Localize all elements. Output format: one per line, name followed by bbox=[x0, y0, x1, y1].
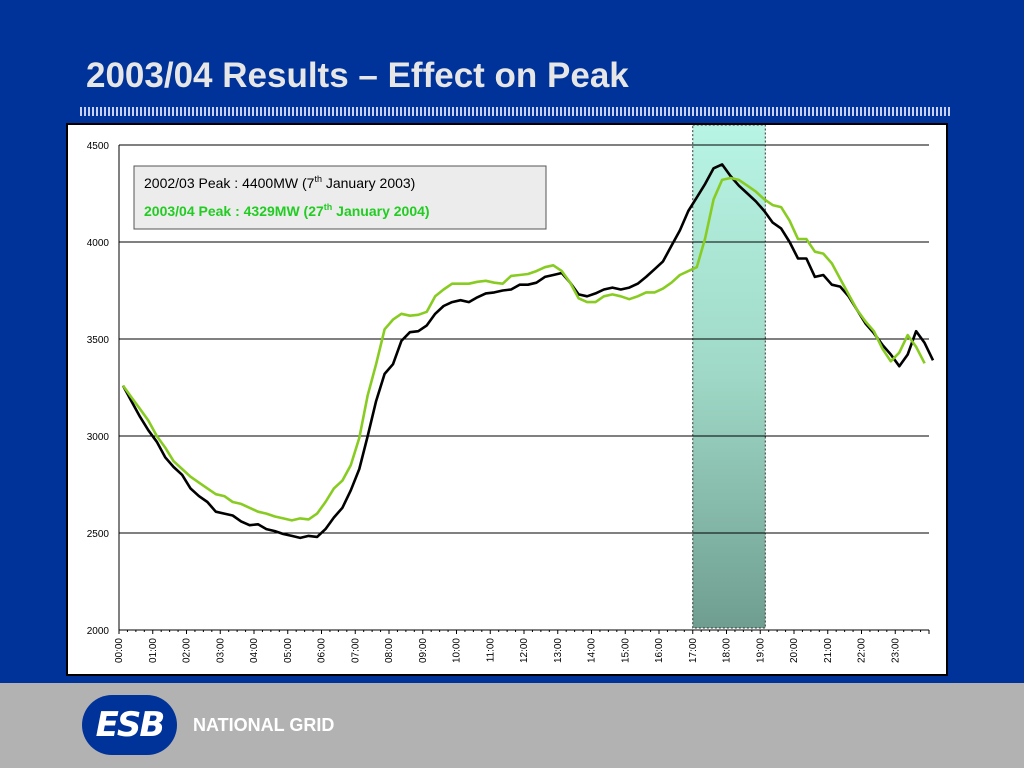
series-line-2 bbox=[121, 176, 926, 522]
x-tick-label: 16:00 bbox=[654, 638, 665, 663]
y-tick-label: 2000 bbox=[87, 626, 110, 637]
x-tick-label: 12:00 bbox=[519, 638, 530, 663]
organization-name: NATIONAL GRID bbox=[193, 715, 335, 735]
demand-chart: 2000 2500 3000 3500 4000 4500 00:00 01:00 02:00 0… bbox=[87, 125, 935, 663]
x-tick-label: 14:00 bbox=[587, 638, 598, 663]
series-line-1 bbox=[121, 163, 935, 540]
x-tick-label: 23:00 bbox=[890, 638, 901, 663]
legend-entry-2: 2003/04 Peak : 4329MW (27th January 2004… bbox=[144, 202, 430, 219]
x-tick-label: 02:00 bbox=[182, 638, 193, 663]
x-tick-label: 19:00 bbox=[755, 638, 766, 663]
x-tick-label: 01:00 bbox=[148, 638, 159, 663]
slide-title: 2003/04 Results – Effect on Peak bbox=[86, 56, 629, 95]
x-tick-label: 13:00 bbox=[553, 638, 564, 663]
y-tick-label: 3000 bbox=[87, 432, 110, 443]
x-tick-label: 08:00 bbox=[384, 638, 395, 663]
x-tick-label: 15:00 bbox=[620, 638, 631, 663]
legend-box bbox=[133, 165, 547, 230]
title-divider bbox=[80, 107, 950, 116]
x-tick-label: 10:00 bbox=[452, 638, 463, 663]
y-tick-label: 4000 bbox=[87, 238, 110, 249]
x-tick-label: 11:00 bbox=[485, 638, 496, 663]
legend-entry-1: 2002/03 Peak : 4400MW (7th January 2003) bbox=[144, 174, 415, 191]
y-tick-label: 3500 bbox=[87, 335, 110, 346]
x-tick-label: 22:00 bbox=[857, 638, 868, 663]
x-tick-label: 20:00 bbox=[789, 638, 800, 663]
x-tick-label: 06:00 bbox=[317, 638, 328, 663]
y-tick-label: 2500 bbox=[87, 529, 110, 540]
x-tick-label: 09:00 bbox=[418, 638, 429, 663]
x-tick-label: 18:00 bbox=[722, 638, 733, 663]
esb-logo: ESB bbox=[82, 695, 177, 755]
footer-bar: ESB NATIONAL GRID bbox=[0, 683, 1024, 768]
legend: 2002/03 Peak : 4400MW (7th January 2003)… bbox=[133, 165, 547, 230]
x-tick-label: 07:00 bbox=[350, 638, 361, 663]
chart-panel: 2000 2500 3000 3500 4000 4500 00:00 01:00 02:00 0… bbox=[66, 123, 948, 676]
y-tick-label: 4500 bbox=[87, 141, 110, 152]
logo-wordmark: ESB bbox=[95, 705, 166, 745]
x-tick-label: 05:00 bbox=[283, 638, 294, 663]
x-tick-label: 17:00 bbox=[688, 638, 699, 663]
x-tick-label: 00:00 bbox=[114, 638, 125, 663]
peak-period-highlight bbox=[692, 125, 766, 629]
x-tick-label: 03:00 bbox=[215, 638, 226, 663]
x-tick-label: 21:00 bbox=[823, 638, 834, 663]
x-tick-label: 04:00 bbox=[249, 638, 260, 663]
